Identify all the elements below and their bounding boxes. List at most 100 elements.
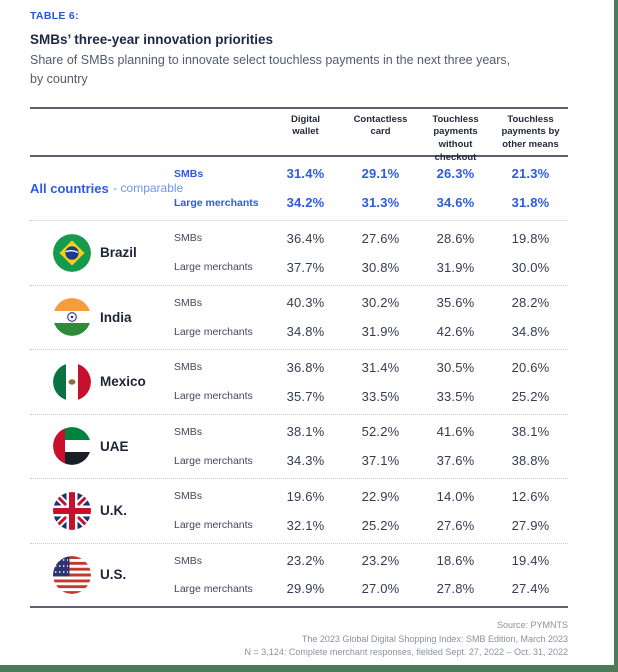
value-cell: 19.8% — [511, 230, 550, 246]
value-cell: 28.6% — [436, 230, 475, 246]
country-cell: India — [30, 298, 172, 337]
source-line: N = 3,124: Complete merchant responses, … — [244, 647, 568, 657]
segment-label-large-merchants: Large merchants — [174, 261, 253, 274]
country-name: Mexico — [100, 374, 146, 390]
value-cell: 27.9% — [511, 517, 550, 533]
segment-label-smbs: SMBs — [174, 361, 203, 374]
value-cell: 25.2% — [361, 517, 400, 533]
value-cell: 27.8% — [436, 581, 475, 597]
mexico-flag-icon — [53, 362, 91, 401]
table-number-label: TABLE 6: — [30, 10, 79, 22]
value-cell: 37.7% — [286, 259, 325, 275]
country-name: U.K. — [100, 503, 127, 519]
value-cell: 35.6% — [436, 295, 475, 311]
country-cell: U.S. — [30, 555, 172, 594]
brazil-flag-icon — [53, 233, 91, 272]
value-cell: 31.9% — [436, 259, 475, 275]
value-cell: 34.8% — [511, 324, 550, 340]
country-cell: All countries - comparable — [30, 179, 183, 197]
segment-label-large-merchants: Large merchants — [174, 325, 253, 338]
value-cell: 14.0% — [436, 488, 475, 504]
table-row-all-countries: All countries - comparable SMBs 31.4% 29… — [30, 157, 568, 221]
figure-subtitle: Share of SMBs planning to innovate selec… — [30, 53, 511, 86]
value-cell: 29.9% — [286, 581, 325, 597]
column-header-touchless-without-checkout: Touchless payments without checkout — [432, 113, 479, 163]
data-table: Digital wallet Contactless card Touchles… — [30, 106, 568, 608]
segment-label-large-merchants: Large merchants — [174, 196, 259, 209]
value-cell: 29.1% — [361, 166, 400, 182]
value-cell: 34.2% — [286, 195, 325, 211]
source-line: Source: PYMNTS — [496, 620, 568, 630]
value-cell: 34.6% — [436, 195, 475, 211]
segment-label-large-merchants: Large merchants — [174, 582, 253, 595]
value-cell: 27.6% — [361, 230, 400, 246]
table-row-us: U.S. SMBs 23.2% 23.2% 18.6% 19.4% Large … — [30, 544, 568, 608]
segment-label-smbs: SMBs — [174, 296, 203, 309]
value-cell: 42.6% — [436, 324, 475, 340]
uk-flag-icon — [53, 491, 91, 530]
value-cell: 26.3% — [436, 166, 475, 182]
value-cell: 30.0% — [511, 259, 550, 275]
value-cell: 36.8% — [286, 359, 325, 375]
country-cell: Mexico — [30, 362, 172, 401]
segment-label-smbs: SMBs — [174, 232, 203, 245]
country-cell: U.K. — [30, 491, 172, 530]
value-cell: 23.2% — [361, 553, 400, 569]
value-cell: 12.6% — [511, 488, 550, 504]
value-cell: 40.3% — [286, 295, 325, 311]
table-header-row: Digital wallet Contactless card Touchles… — [30, 106, 568, 163]
value-cell: 36.4% — [286, 230, 325, 246]
value-cell: 35.7% — [286, 388, 325, 404]
table-row-india: India SMBs 40.3% 30.2% 35.6% 28.2% Large… — [30, 286, 568, 350]
value-cell: 28.2% — [511, 295, 550, 311]
report-figure: TABLE 6: SMBs’ three-year innovation pri… — [30, 10, 568, 660]
value-cell: 52.2% — [361, 424, 400, 440]
comparable-qualifier: - comparable — [113, 181, 184, 196]
table-row-mexico: Mexico SMBs 36.8% 31.4% 30.5% 20.6% Larg… — [30, 350, 568, 415]
value-cell: 33.5% — [436, 388, 475, 404]
country-name: Brazil — [100, 245, 137, 261]
value-cell: 19.6% — [286, 488, 325, 504]
value-cell: 31.3% — [361, 195, 400, 211]
value-cell: 31.4% — [361, 359, 400, 375]
india-flag-icon — [53, 298, 91, 337]
segment-label-smbs: SMBs — [174, 167, 204, 180]
segment-label-smbs: SMBs — [174, 554, 203, 567]
value-cell: 31.8% — [511, 195, 550, 211]
country-name: India — [100, 309, 132, 325]
segment-label-large-merchants: Large merchants — [174, 390, 253, 403]
uae-flag-icon — [53, 427, 91, 466]
value-cell: 23.2% — [286, 553, 325, 569]
value-cell: 37.6% — [436, 453, 475, 469]
value-cell: 30.8% — [361, 259, 400, 275]
value-cell: 33.5% — [361, 388, 400, 404]
value-cell: 38.1% — [286, 424, 325, 440]
value-cell: 22.9% — [361, 488, 400, 504]
value-cell: 38.1% — [511, 424, 550, 440]
table-row-brazil: Brazil SMBs 36.4% 27.6% 28.6% 19.8% Larg… — [30, 221, 568, 286]
segment-label-smbs: SMBs — [174, 425, 203, 438]
value-cell: 37.1% — [361, 453, 400, 469]
segment-label-large-merchants: Large merchants — [174, 454, 253, 467]
value-cell: 30.2% — [361, 295, 400, 311]
source-line: The 2023 Global Digital Shopping Index: … — [301, 633, 568, 644]
value-cell: 27.6% — [436, 517, 475, 533]
value-cell: 18.6% — [436, 553, 475, 569]
value-cell: 31.9% — [361, 324, 400, 340]
country-cell: UAE — [30, 427, 172, 466]
source-attribution: Source: PYMNTS The 2023 Global Digital S… — [30, 619, 568, 660]
figure-title: SMBs’ three-year innovation priorities — [30, 32, 274, 47]
country-name: U.S. — [100, 567, 127, 583]
column-header-touchless-other-means: Touchless payments by other means — [501, 113, 560, 151]
value-cell: 32.1% — [286, 517, 325, 533]
value-cell: 21.3% — [511, 166, 550, 182]
us-flag-icon — [53, 555, 91, 594]
value-cell: 34.3% — [286, 453, 325, 469]
table-row-uae: UAE SMBs 38.1% 52.2% 41.6% 38.1% Large m… — [30, 415, 568, 479]
value-cell: 38.8% — [511, 453, 550, 469]
value-cell: 31.4% — [286, 166, 325, 182]
country-name: All countries — [30, 180, 109, 196]
value-cell: 27.0% — [361, 581, 400, 597]
value-cell: 34.8% — [286, 324, 325, 340]
value-cell: 20.6% — [511, 359, 550, 375]
